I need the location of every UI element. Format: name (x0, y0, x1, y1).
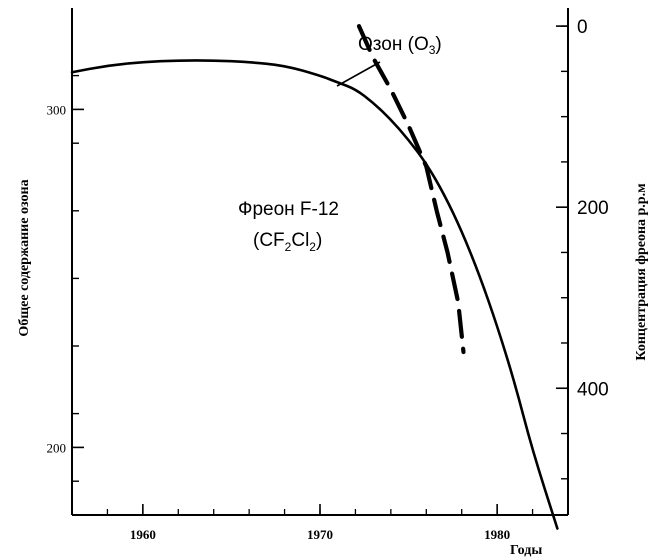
freon-series (356, 24, 466, 355)
ozone-curve (70, 59, 559, 530)
ozone-annotation-arrow (336, 61, 381, 87)
left-axis-ticks: 300 200 (47, 102, 84, 455)
right-axis-title: Концентрация фреона p.p.м (634, 183, 649, 361)
right-tick-label: 0 (577, 17, 588, 38)
x-tick-label: 1960 (130, 527, 156, 542)
right-tick-label: 400 (577, 379, 609, 400)
left-tick-label: 300 (47, 102, 67, 117)
plot-frame (71, 8, 569, 516)
x-axis-ticks: 1960 1970 1980 (130, 504, 510, 542)
freon-label-line1: Фреон F-12 (238, 199, 339, 220)
right-axis-ticks: 0 200 400 (556, 17, 609, 400)
ozone-series (70, 59, 559, 530)
freon-annotation: Фреон F-12 (CF2Cl2) (238, 199, 339, 254)
right-tick-label: 200 (577, 198, 609, 219)
freon-curve (356, 24, 466, 355)
left-tick-label: 200 (47, 440, 67, 455)
x-axis-title: Годы (510, 543, 542, 558)
x-tick-label: 1980 (484, 527, 510, 542)
ozone-annotation: Озон (O3) (336, 34, 442, 87)
left-axis-title: Общее содержание озона (17, 179, 32, 336)
freon-label-line2: (CF2Cl2) (253, 230, 322, 254)
ozone-label: Озон (O3) (358, 34, 442, 57)
x-tick-label: 1970 (307, 527, 333, 542)
